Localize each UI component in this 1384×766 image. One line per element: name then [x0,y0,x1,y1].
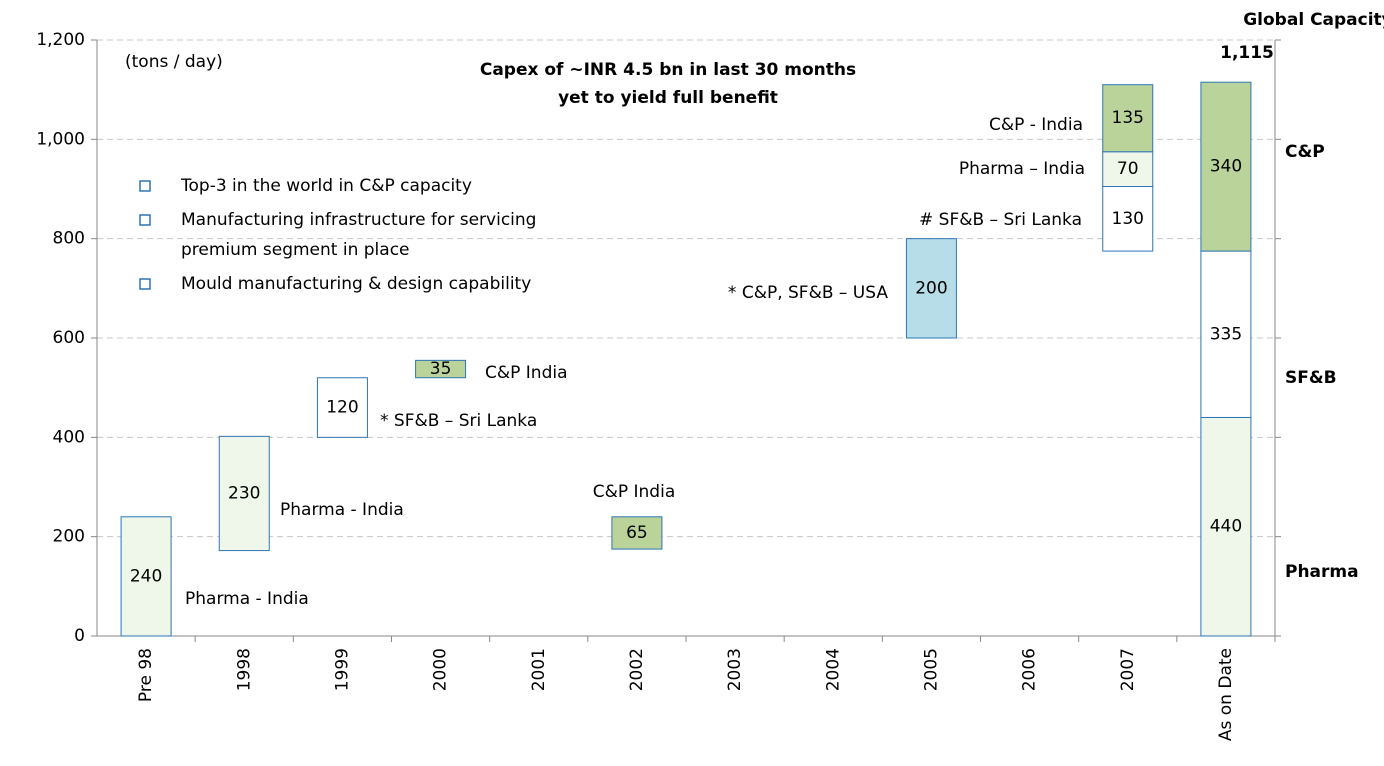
y-tick-label: 200 [53,527,85,547]
value-label: 135 [1112,108,1144,128]
x-tick-label: 2003 [725,648,745,691]
bar-note: # SF&B – Sri Lanka [919,210,1082,230]
bar-note: C&P India [593,482,676,502]
total-label: 1,115 [1220,43,1274,63]
x-tick-label: 1998 [234,648,254,691]
bar-note: Pharma - India [185,589,309,609]
bar-note: Pharma – India [959,159,1085,179]
y-tick-label: 0 [74,626,85,646]
bullet-text: premium segment in place [181,240,410,260]
value-label: 65 [626,523,648,543]
bullet-icon [139,214,151,226]
title-line: yet to yield full benefit [558,88,778,108]
bar [1102,186,1154,252]
value-label: 130 [1112,209,1144,229]
bar [611,516,663,550]
total-title: Global Capacity [1243,10,1384,30]
bar-note: C&P India [485,363,568,383]
x-tick-label: Pre 98 [136,648,156,702]
x-tick-label: 2002 [627,648,647,691]
bar-note: * SF&B – Sri Lanka [380,411,537,431]
segment-label: Pharma [1285,562,1359,582]
unit-label: (tons / day) [125,52,223,72]
bar [316,377,368,438]
y-tick-label: 1,000 [36,129,85,149]
bar [1200,416,1252,637]
value-label: 335 [1210,324,1242,344]
segment-label: SF&B [1285,368,1337,388]
value-label: 200 [915,278,947,298]
x-tick-label: 2004 [823,648,843,691]
value-label: 120 [326,398,358,418]
bar-note: C&P - India [989,115,1083,135]
x-tick-label: 2005 [921,648,941,691]
bar [218,435,270,552]
bar [1200,81,1252,252]
bar [1102,151,1154,188]
x-tick-label: 1999 [332,648,352,691]
x-tick-label: 2006 [1020,648,1040,691]
bar [415,359,467,379]
value-label: 340 [1210,157,1242,177]
x-tick-label: As on Date [1216,648,1236,741]
bar-note: * C&P, SF&B – USA [728,283,888,303]
x-tick-label: 2007 [1118,648,1138,691]
bullet-text: Manufacturing infrastructure for servici… [181,210,536,230]
value-label: 440 [1210,517,1242,537]
y-tick-label: 400 [53,427,85,447]
bar [120,516,172,637]
y-tick-label: 800 [53,229,85,249]
x-tick-label: 2001 [529,648,549,691]
bullet-text: Mould manufacturing & design capability [181,274,531,294]
value-label: 230 [228,483,260,503]
bar-note: Pharma - India [280,500,404,520]
title-line: Capex of ~INR 4.5 bn in last 30 months [480,60,856,80]
value-label: 70 [1117,159,1139,179]
bullet-icon [139,278,151,290]
segment-label: C&P [1285,142,1325,162]
value-label: 35 [430,359,452,379]
y-tick-label: 600 [53,328,85,348]
bar [905,238,957,339]
bullet-text: Top-3 in the world in C&P capacity [180,176,472,196]
y-tick-label: 1,200 [36,30,85,50]
bar [1102,84,1154,153]
value-label: 240 [130,566,162,586]
x-tick-label: 2000 [431,648,451,691]
bullet-icon [139,180,151,192]
